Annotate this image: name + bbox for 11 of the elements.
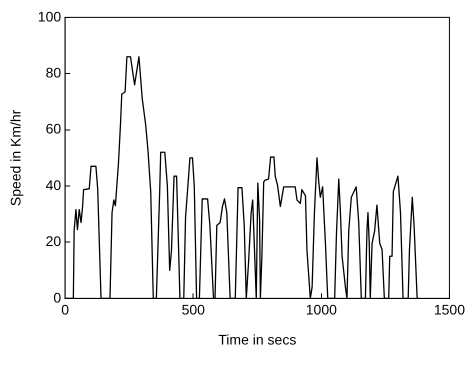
x-tick-label: 500 — [182, 302, 206, 318]
y-axis-title: Speed in Km/hr — [7, 109, 24, 206]
x-tick-label: 1500 — [434, 302, 466, 318]
y-tick-label: 80 — [46, 64, 62, 80]
x-tick-label: 1000 — [306, 302, 338, 318]
y-tick-label: 0 — [53, 289, 62, 306]
y-tick-label: 100 — [38, 8, 62, 24]
y-tick-label: 20 — [46, 233, 62, 250]
y-tick-label: 60 — [46, 120, 62, 137]
x-axis-title: Time in secs — [218, 331, 296, 348]
y-tick-label: 40 — [46, 176, 62, 193]
